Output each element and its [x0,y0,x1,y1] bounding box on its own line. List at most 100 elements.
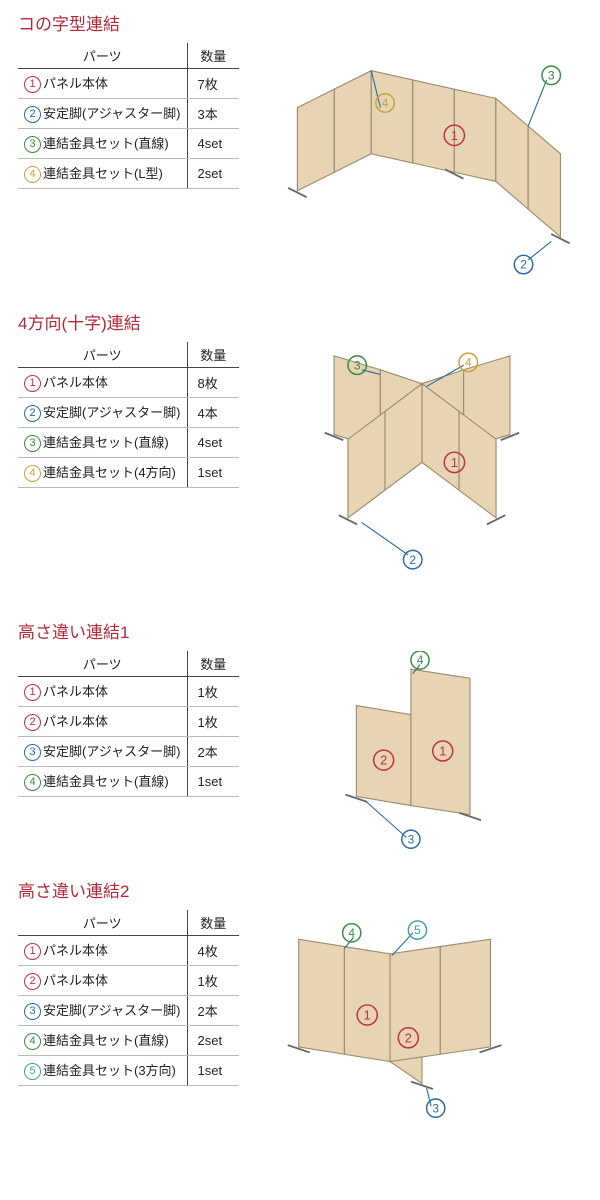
part-label: 安定脚(アジャスター脚) [43,405,181,420]
assembly-diagram: 4213 [257,651,582,851]
part-label: 連結金具セット(直線) [43,136,169,151]
part-label: 連結金具セット(直線) [43,774,169,789]
parts-table: パーツ数量1パネル本体8枚2安定脚(アジャスター脚)4本3連結金具セット(直線)… [18,342,239,488]
svg-text:1: 1 [451,455,458,470]
table-row: 4連結金具セット(直線) 1set [18,767,239,797]
part-qty: 7枚 [187,69,239,99]
col-parts: パーツ [18,43,187,69]
part-label: 安定脚(アジャスター脚) [43,1003,181,1018]
part-qty: 4set [187,428,239,458]
part-label: 連結金具セット(直線) [43,1033,169,1048]
part-label: パネル本体 [43,76,108,91]
part-qty: 1set [187,767,239,797]
table-row: 5連結金具セット(3方向) 1set [18,1056,239,1086]
part-qty: 2本 [187,737,239,767]
col-qty: 数量 [187,651,239,677]
table-row: 1パネル本体 8枚 [18,368,239,398]
part-label: 連結金具セット(3方向) [43,1063,176,1078]
assembly-diagram: 3 4 1 2 [257,342,587,592]
svg-text:1: 1 [439,743,446,758]
part-number-badge: 1 [24,684,41,701]
part-label: 連結金具セット(4方向) [43,465,176,480]
table-row: 2安定脚(アジャスター脚) 4本 [18,398,239,428]
table-row: 3安定脚(アジャスター脚) 2本 [18,996,239,1026]
col-qty: 数量 [187,43,239,69]
part-label: パネル本体 [43,375,108,390]
col-parts: パーツ [18,342,187,368]
col-parts: パーツ [18,651,187,677]
table-row: 4連結金具セット(直線)2set [18,1026,239,1056]
part-qty: 2本 [187,996,239,1026]
svg-text:1: 1 [364,1007,371,1022]
svg-text:4: 4 [465,356,472,370]
part-number-badge: 5 [24,1063,41,1080]
config-section: 高さ違い連結1パーツ数量1パネル本体1枚2パネル本体1枚3安定脚(アジャスター脚… [18,618,582,851]
part-number-badge: 2 [24,973,41,990]
config-section: コの字型連結パーツ数量1パネル本体7枚2安定脚(アジャスター脚)3本3連結金具セ… [18,10,582,283]
table-row: 1パネル本体 1枚 [18,677,239,707]
assembly-diagram: 4312 [257,43,587,283]
config-section: 高さ違い連結2パーツ数量1パネル本体4枚2パネル本体1枚3安定脚(アジャスター脚… [18,877,582,1120]
part-qty: 1枚 [187,966,239,996]
part-number-badge: 1 [24,375,41,392]
table-row: 3連結金具セット(直線) 4set [18,428,239,458]
part-label: パネル本体 [43,684,108,699]
part-label: 安定脚(アジャスター脚) [43,744,181,759]
part-number-badge: 3 [24,744,41,761]
part-qty: 1枚 [187,707,239,737]
table-row: 1パネル本体 7枚 [18,69,239,99]
part-label: パネル本体 [43,943,108,958]
table-row: 2パネル本体 1枚 [18,966,239,996]
section-title: 高さ違い連結2 [18,877,582,902]
assembly-diagram: 45123 [257,910,587,1120]
table-row: 4連結金具セット(L型) 2set [18,159,239,189]
part-qty: 3本 [187,99,239,129]
part-qty: 2set [187,159,239,189]
part-qty: 1set [187,1056,239,1086]
part-qty: 1枚 [187,677,239,707]
part-number-badge: 4 [24,1033,41,1050]
svg-text:3: 3 [432,1101,439,1115]
svg-text:1: 1 [451,128,458,143]
part-label: 安定脚(アジャスター脚) [43,106,181,121]
part-qty: 4本 [187,398,239,428]
part-qty: 1set [187,458,239,488]
part-label: パネル本体 [43,973,108,988]
part-qty: 8枚 [187,368,239,398]
part-qty: 4set [187,129,239,159]
svg-text:4: 4 [416,653,423,667]
config-section: 4方向(十字)連結パーツ数量1パネル本体8枚2安定脚(アジャスター脚)4本3連結… [18,309,582,592]
parts-table: パーツ数量1パネル本体7枚2安定脚(アジャスター脚)3本3連結金具セット(直線)… [18,43,239,189]
section-title: コの字型連結 [18,10,582,35]
part-number-badge: 2 [24,405,41,422]
section-title: 高さ違い連結1 [18,618,582,643]
table-row: 3連結金具セット(直線)4set [18,129,239,159]
table-row: 4連結金具セット(4方向) 1set [18,458,239,488]
part-qty: 4枚 [187,936,239,966]
part-label: 連結金具セット(L型) [43,166,163,181]
parts-table: パーツ数量1パネル本体1枚2パネル本体1枚3安定脚(アジャスター脚)2本4連結金… [18,651,239,797]
table-row: 2安定脚(アジャスター脚) 3本 [18,99,239,129]
part-number-badge: 3 [24,1003,41,1020]
table-row: 1パネル本体 4枚 [18,936,239,966]
svg-text:4: 4 [348,926,355,940]
part-number-badge: 3 [24,435,41,452]
svg-text:3: 3 [354,358,361,372]
svg-text:2: 2 [409,553,416,567]
table-row: 2パネル本体 1枚 [18,707,239,737]
part-number-badge: 1 [24,76,41,93]
part-number-badge: 4 [24,465,41,482]
table-row: 3安定脚(アジャスター脚) 2本 [18,737,239,767]
part-number-badge: 2 [24,714,41,731]
section-title: 4方向(十字)連結 [18,309,582,334]
part-label: パネル本体 [43,714,108,729]
part-number-badge: 4 [24,774,41,791]
svg-text:5: 5 [414,923,421,937]
svg-text:4: 4 [382,96,389,110]
part-label: 連結金具セット(直線) [43,435,169,450]
part-number-badge: 1 [24,943,41,960]
part-number-badge: 2 [24,106,41,123]
part-number-badge: 4 [24,166,41,183]
col-qty: 数量 [187,342,239,368]
svg-text:2: 2 [520,258,527,272]
